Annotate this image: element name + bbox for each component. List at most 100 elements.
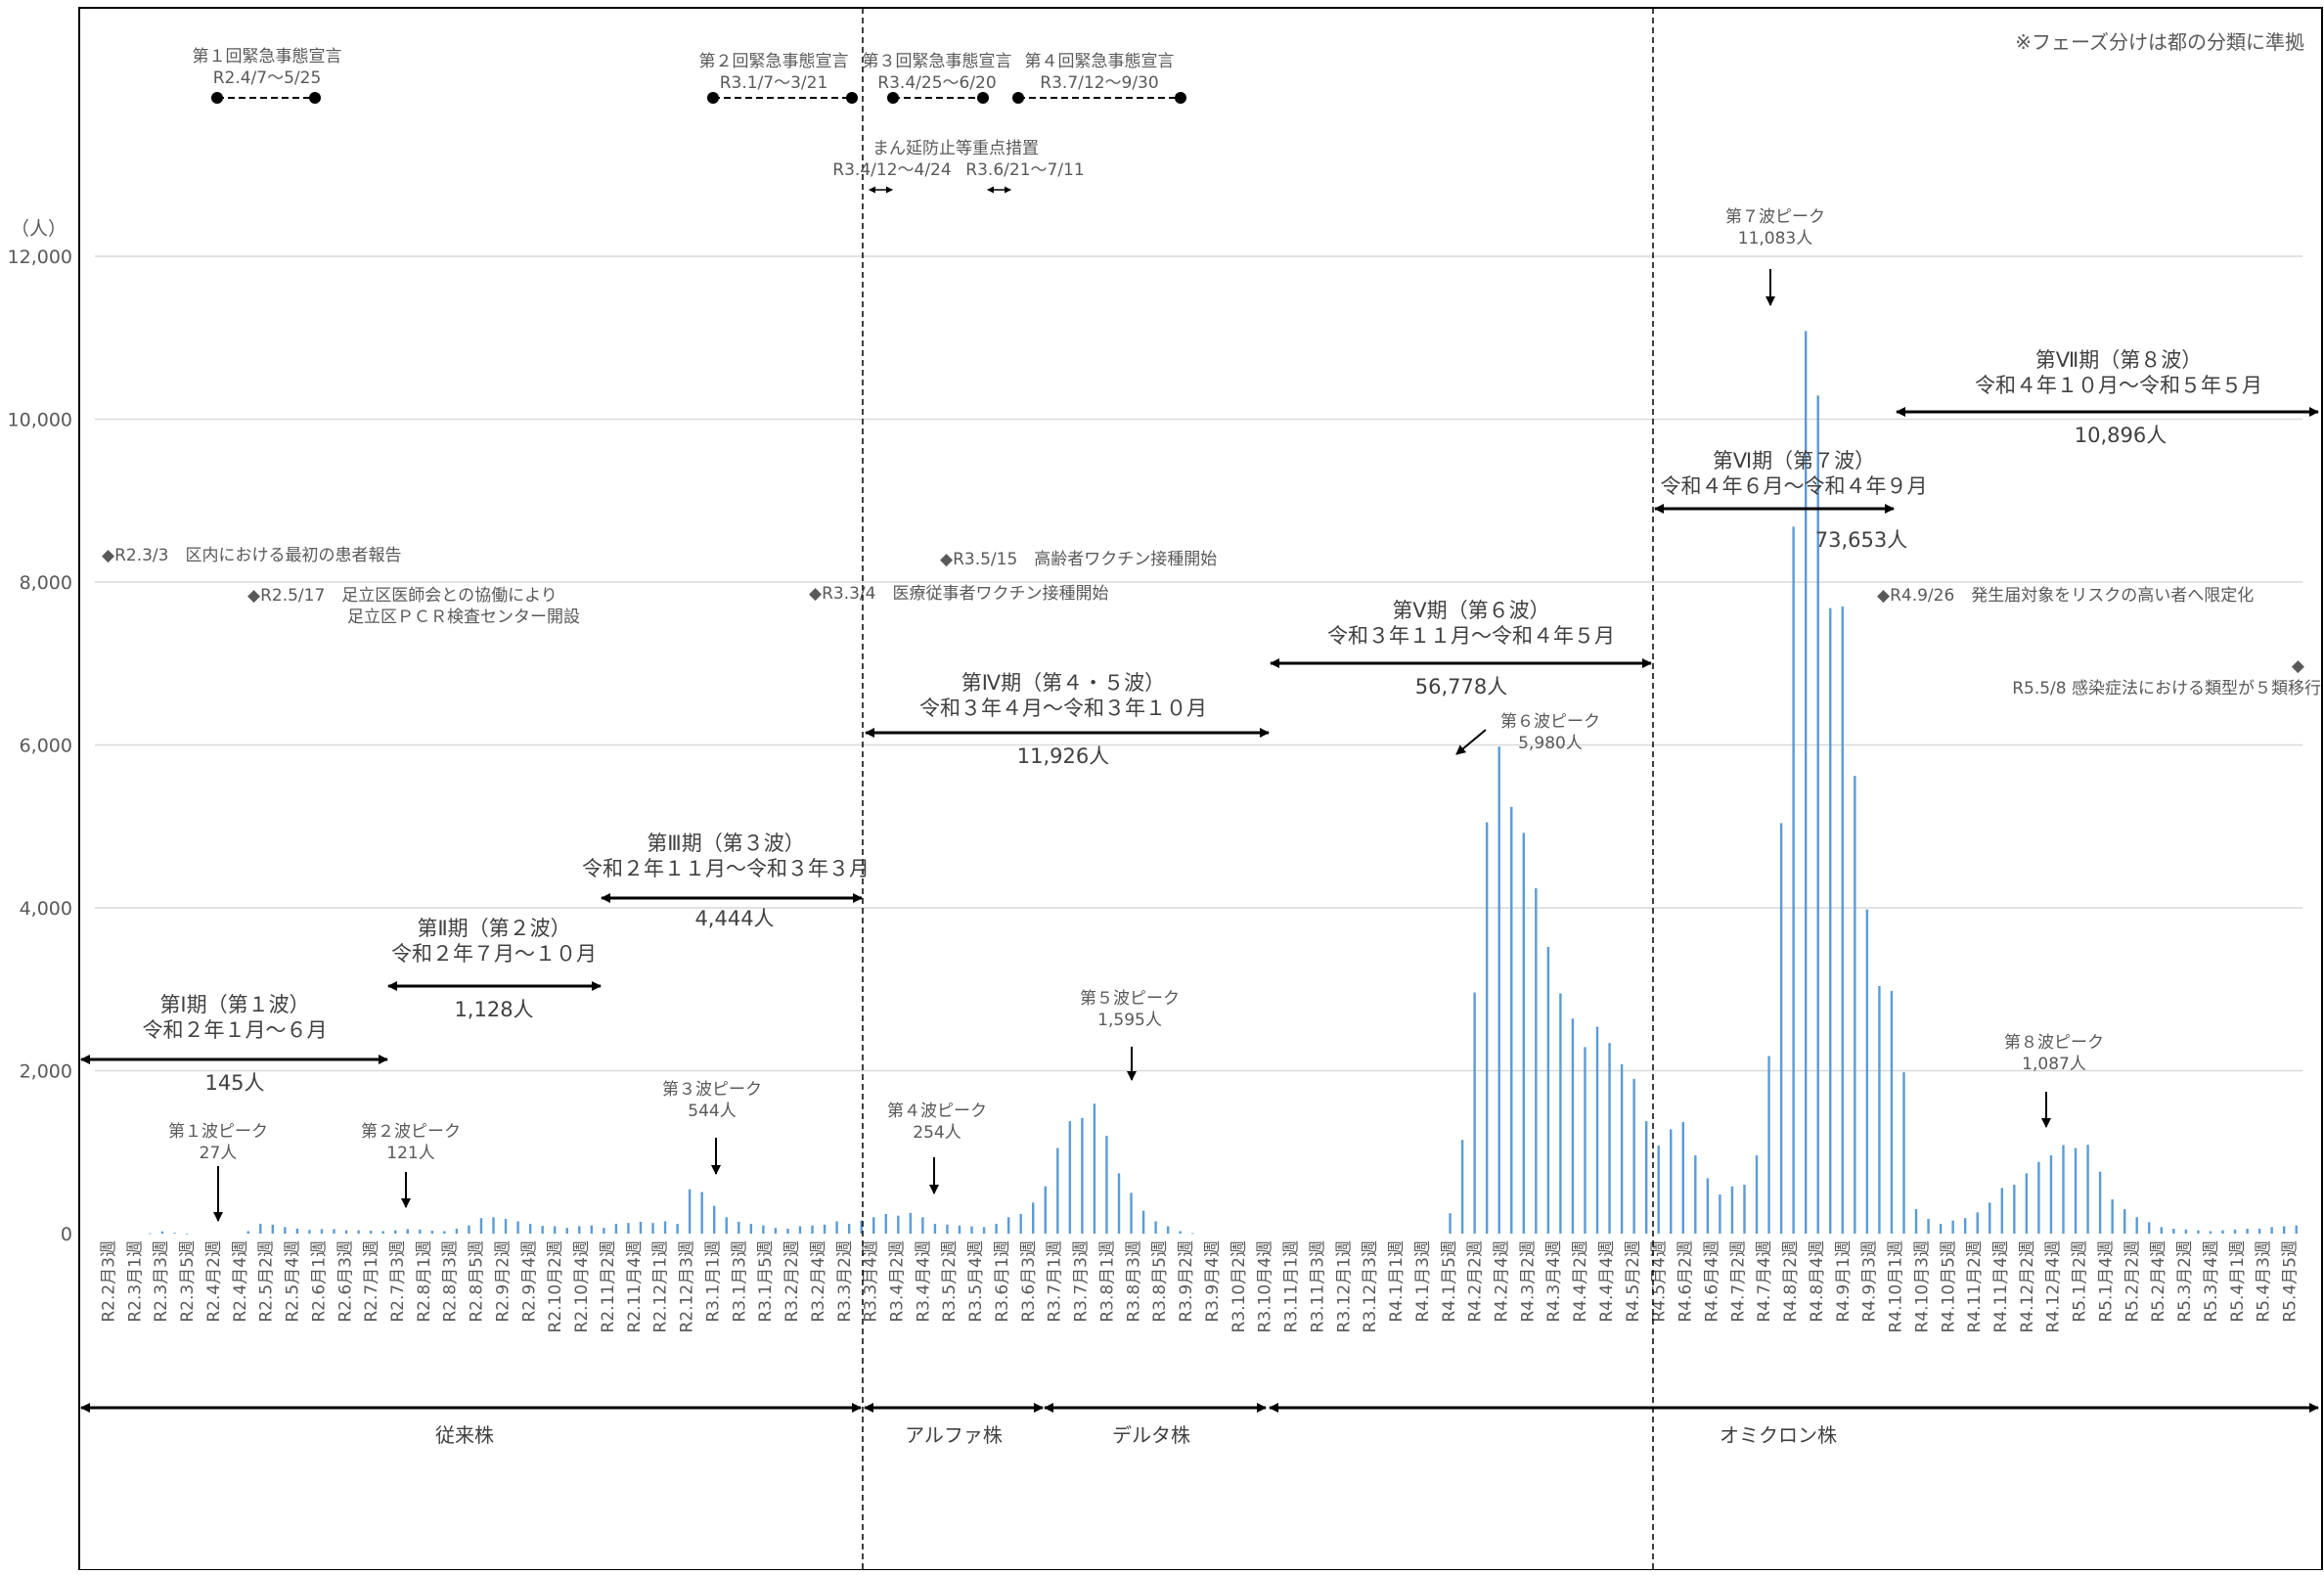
bar	[651, 1223, 654, 1234]
bar	[2184, 1229, 2188, 1234]
phase-7-title: 第Ⅶ期（第８波）	[2035, 348, 2203, 372]
bar	[1056, 1148, 1059, 1234]
emergency-declaration-2: 第２回緊急事態宣言 R3.1/7～3/21	[699, 52, 858, 104]
bar	[2160, 1227, 2164, 1234]
x-tick-label: R4.8月4週	[1808, 1240, 1827, 1323]
bar	[1854, 776, 1856, 1234]
peak-1-title: 第１波ピーク	[168, 1122, 268, 1142]
peak-4: 第４波ピーク 254人	[887, 1102, 987, 1194]
bar	[1963, 1218, 1967, 1234]
bar	[1841, 606, 1844, 1234]
events: ◆R2.3/3 区内における最初の患者報告 ◆R2.5/17 足立区医師会との協…	[102, 546, 2321, 698]
bar	[1068, 1121, 1072, 1234]
peak-6-value: 5,980人	[1518, 734, 1583, 753]
x-tick-label: R2.4月4週	[231, 1240, 250, 1323]
x-tick-label: R2.9月2週	[493, 1240, 513, 1323]
x-tick-label: R3.9月2週	[1177, 1240, 1196, 1323]
phase-3-count: 4,444人	[694, 907, 774, 930]
x-tick-label: R4.1月5週	[1440, 1240, 1459, 1323]
phase-4-title: 第Ⅳ期（第４・５波）	[961, 671, 1165, 695]
x-tick-label: R2.6月1週	[309, 1240, 329, 1323]
bar	[2000, 1188, 2003, 1234]
bar	[995, 1224, 998, 1234]
bar	[1535, 888, 1538, 1234]
y-axis: （人） 0 2,000 4,000 6,000 8,000 10,000 12,000	[8, 218, 72, 1245]
phase-2-title: 第Ⅱ期（第２波）	[417, 917, 570, 940]
bar	[946, 1224, 949, 1234]
phase-6-range: 令和４年６月～令和４年９月	[1661, 474, 1928, 498]
chart-frame	[78, 7, 2323, 1571]
bar	[1485, 822, 1489, 1234]
bar	[725, 1217, 728, 1234]
x-tick-label: R3.1月5週	[756, 1240, 776, 1323]
bar	[541, 1226, 544, 1234]
x-tick-label: R3.12月1週	[1334, 1240, 1354, 1332]
phase-1: 第Ⅰ期（第１波） 令和２年１月～６月 145人	[80, 993, 388, 1095]
phase-4: 第Ⅳ期（第４・５波） 令和３年４月～令和３年１０月 11,926人	[865, 671, 1270, 768]
bar	[1730, 1186, 1734, 1234]
peak-8-value: 1,087人	[2022, 1055, 2086, 1074]
x-tick-label: R3.8月3週	[1124, 1240, 1143, 1323]
bar	[1191, 1233, 1194, 1235]
bar	[1522, 832, 1525, 1234]
gridlines	[95, 255, 2302, 1072]
x-tick-label: R2.6月3週	[335, 1240, 355, 1323]
bar	[1584, 1047, 1587, 1234]
bar	[1595, 1026, 1599, 1234]
event-first-case: ◆R2.3/3 区内における最初の患者報告	[102, 546, 401, 565]
bar	[2282, 1226, 2286, 1234]
peak-2-title: 第２波ピーク	[361, 1122, 461, 1142]
x-tick-label: R4.11月4週	[1991, 1240, 2011, 1332]
bar	[1989, 1202, 1991, 1234]
x-tick-label: R5.4月1週	[2228, 1240, 2248, 1323]
peak-3-title: 第３波ピーク	[662, 1080, 762, 1100]
x-tick-label: R4.5月4週	[1650, 1240, 1670, 1323]
bar	[1460, 1140, 1464, 1234]
peak-7-title: 第７波ピーク	[1725, 207, 1825, 227]
x-tick-label: R3.12月3週	[1361, 1240, 1380, 1332]
bar	[1914, 1209, 1918, 1234]
phase-6-count: 73,653人	[1815, 528, 1907, 552]
x-tick-label: R5.1月2週	[2071, 1240, 2090, 1323]
bar	[578, 1226, 581, 1234]
bar	[1632, 1078, 1635, 1234]
bar	[2123, 1209, 2126, 1234]
x-tick-label: R2.10月4週	[572, 1240, 592, 1332]
peak-3-value: 544人	[688, 1102, 736, 1121]
peak-5: 第５波ピーク 1,595人	[1080, 989, 1180, 1081]
x-tick-label: R3.7月3週	[1072, 1240, 1092, 1323]
bar	[897, 1215, 900, 1234]
x-tick-label: R4.3月4週	[1544, 1240, 1564, 1323]
x-tick-label: R2.8月5週	[468, 1240, 487, 1323]
bar	[1743, 1185, 1746, 1234]
x-tick-label: R5.2月4週	[2149, 1240, 2168, 1323]
x-tick-label: R4.6月4週	[1702, 1240, 1721, 1323]
bar	[1951, 1220, 1954, 1234]
phase-2: 第Ⅱ期（第２波） 令和２年７月～１０月 1,128人	[387, 917, 602, 1021]
phase-4-range: 令和３年４月～令和３年１０月	[919, 697, 1207, 720]
phase-1-range: 令和２年１月～６月	[143, 1018, 328, 1042]
x-tick-label: R4.12月4週	[2044, 1240, 2064, 1332]
x-tick-label: R3.6月3週	[1019, 1240, 1039, 1323]
x-tick-label: R4.9月3週	[1860, 1240, 1880, 1323]
bar	[872, 1217, 875, 1234]
x-tick-label: R4.2月2週	[1466, 1240, 1486, 1323]
bar	[1927, 1219, 1930, 1234]
x-tick-label: R2.8月3週	[441, 1240, 461, 1323]
bar	[1890, 990, 1894, 1234]
x-tick-label: R3.3月4週	[862, 1240, 881, 1323]
event-pcr-center: ◆R2.5/17 足立区医師会との協働により	[247, 586, 558, 606]
x-tick-label: R4.6月2週	[1676, 1240, 1696, 1323]
x-tick-label: R5.2月2週	[2123, 1240, 2142, 1323]
bar	[2062, 1145, 2065, 1234]
bar	[1670, 1129, 1673, 1234]
bar	[1608, 1043, 1611, 1234]
bar	[811, 1225, 814, 1234]
x-tick-label: R2.3月1週	[125, 1240, 145, 1323]
phase-2-range: 令和２年７月～１０月	[391, 942, 597, 966]
x-tick-label: R4.10月3週	[1912, 1240, 1932, 1332]
strain-delta: デルタ株	[1112, 1423, 1190, 1447]
x-tick-label: R4.2月4週	[1492, 1240, 1511, 1323]
x-tick-label: R3.4月4週	[914, 1240, 933, 1323]
bar	[2209, 1231, 2212, 1234]
